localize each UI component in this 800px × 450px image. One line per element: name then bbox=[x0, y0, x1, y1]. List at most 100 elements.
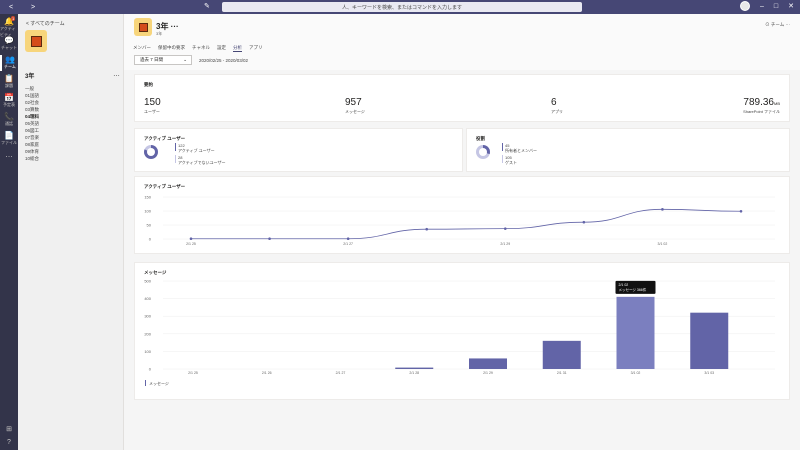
back-arrow-icon[interactable]: < bbox=[8, 3, 14, 11]
forward-arrow-icon[interactable]: > bbox=[30, 3, 36, 11]
legend-swatch bbox=[145, 380, 146, 386]
bell-icon: 🔔 bbox=[4, 17, 14, 26]
inactive-users-value: 28 bbox=[178, 155, 183, 160]
date-filter-dropdown[interactable]: 過去 7 日間 ⌄ bbox=[134, 55, 192, 65]
guests-value: 105 bbox=[505, 155, 512, 160]
bar[interactable] bbox=[542, 340, 581, 369]
tab-1[interactable]: 保留中の要求 bbox=[158, 45, 185, 50]
rail-item-bell[interactable]: 🔔 アクティビティ 1 bbox=[0, 16, 18, 37]
channel-item[interactable]: 09体育 bbox=[25, 149, 40, 154]
search-input[interactable]: 人、キーワードを検索、またはコマンドを入力します bbox=[222, 2, 582, 12]
channel-item[interactable]: 06図工 bbox=[25, 128, 40, 133]
channel-item[interactable]: 10総合 bbox=[25, 156, 40, 161]
apps-icon[interactable]: ⊞ bbox=[6, 426, 12, 433]
series-line bbox=[190, 208, 742, 240]
data-point[interactable] bbox=[189, 237, 193, 241]
minimize-icon[interactable]: – bbox=[759, 2, 764, 10]
team-header-logo bbox=[134, 18, 152, 36]
data-point[interactable] bbox=[268, 237, 271, 241]
page-title: 3年 ··· bbox=[156, 22, 179, 31]
stat-messages-label: メッセージ bbox=[345, 109, 365, 114]
calendar-icon: 📅 bbox=[4, 93, 14, 102]
rail-item-chat[interactable]: 💬 チャット bbox=[0, 36, 18, 52]
channel-item[interactable]: 03算数 bbox=[25, 107, 40, 112]
stat-files: 789.36MB SharePoint ファイル bbox=[743, 97, 780, 115]
roles-legend: 45 所有者とメンバー 105 ゲスト bbox=[502, 143, 537, 165]
channel-item[interactable]: 04理科 bbox=[25, 114, 40, 119]
tooltip-date: 2/1 02 bbox=[619, 283, 629, 287]
team-more-icon[interactable]: … bbox=[113, 71, 120, 78]
channel-item[interactable]: 05英語 bbox=[25, 121, 40, 126]
team-button[interactable]: ⊙ チーム ··· bbox=[765, 22, 790, 27]
maximize-icon[interactable]: □ bbox=[773, 2, 779, 10]
line-chart: 0 50 100 150 2/1 25 2/1 27 2/1 29 3/1 02 bbox=[144, 195, 775, 246]
owners-value: 45 bbox=[505, 143, 510, 148]
team-pane: < すべてのチーム 3年 … 一般 01国語 02社会 03算数 04理科 05英語 06図… bbox=[18, 14, 124, 450]
tab-3[interactable]: 設定 bbox=[216, 45, 226, 50]
calls-icon: 📞 bbox=[4, 112, 14, 121]
guests-label: ゲスト bbox=[505, 160, 517, 165]
data-point[interactable] bbox=[425, 227, 429, 231]
data-point[interactable] bbox=[582, 220, 586, 224]
channel-item[interactable]: 07音楽 bbox=[25, 135, 40, 140]
rail-item-calendar[interactable]: 📅 予定表 bbox=[0, 93, 18, 109]
bar[interactable] bbox=[395, 367, 434, 369]
rail-item-teams[interactable]: 👥 チーム bbox=[0, 55, 18, 71]
rail-item-calls[interactable]: 📞 通話 bbox=[0, 112, 18, 128]
tab-5[interactable]: アプリ bbox=[248, 45, 263, 50]
x-tick-label: 2/1 26 bbox=[262, 371, 272, 375]
data-point[interactable] bbox=[503, 227, 507, 230]
y-tick-label: 300 bbox=[144, 314, 151, 319]
rail-item-files[interactable]: 📄 ファイル bbox=[0, 131, 18, 147]
rail-item-assignment[interactable]: 📋 課題 bbox=[0, 74, 18, 90]
active-users-legend: 122 アクティブ ユーザー 28 アクティブでないユーザー bbox=[175, 143, 225, 165]
teams-icon: 👥 bbox=[5, 55, 15, 64]
summary-card: 要約 150 ユーザー 957 メッセージ 6 アプリ 789.36MB Sha… bbox=[134, 74, 790, 122]
stat-users-value: 150 bbox=[144, 97, 161, 108]
x-tick-label: 2/1 28 bbox=[409, 371, 419, 375]
rail-item-more[interactable]: … bbox=[0, 150, 18, 166]
data-point[interactable] bbox=[739, 209, 743, 213]
team-name[interactable]: 3年 bbox=[25, 74, 35, 80]
y-tick-label: 0 bbox=[149, 237, 152, 242]
bar[interactable] bbox=[616, 296, 655, 369]
avatar[interactable] bbox=[739, 1, 750, 11]
y-tick-label: 100 bbox=[144, 349, 151, 354]
channel-item[interactable]: 08家庭 bbox=[25, 142, 40, 147]
bar-chart: 0 100 200 300 400 500 2/1 25 2/1 26 2/1 27 2/1 28… bbox=[144, 279, 775, 386]
bar[interactable] bbox=[690, 312, 729, 369]
help-icon[interactable]: ? bbox=[7, 439, 11, 446]
stat-files-unit: MB bbox=[774, 101, 780, 106]
more-icon: … bbox=[5, 150, 13, 159]
tab-4[interactable]: 分析 bbox=[232, 45, 242, 52]
channel-item[interactable]: 一般 bbox=[25, 86, 34, 91]
tab-2[interactable]: チャネル bbox=[192, 45, 210, 50]
active-users-title: アクティブ ユーザー bbox=[144, 136, 186, 141]
channel-item[interactable]: 01国語 bbox=[25, 93, 40, 98]
main-content: 3年 ··· 3年 ⊙ チーム ··· メンバー 保留中の要求 チャネル 設定 分析 アプ… bbox=[124, 14, 800, 450]
channel-item[interactable]: 02社会 bbox=[25, 100, 40, 105]
chevron-down-icon: ⌄ bbox=[183, 57, 187, 62]
bar[interactable] bbox=[469, 358, 507, 369]
all-teams-link[interactable]: < すべてのチーム bbox=[26, 21, 65, 27]
tooltip bbox=[615, 280, 656, 294]
tab-0[interactable]: メンバー bbox=[133, 45, 151, 50]
active-users-value: 122 bbox=[178, 143, 185, 148]
stat-apps-label: アプリ bbox=[551, 109, 563, 114]
x-tick-label: 3/1 02 bbox=[631, 371, 641, 375]
x-tick-label: 2/1 29 bbox=[483, 371, 493, 375]
data-point[interactable] bbox=[346, 237, 350, 241]
inactive-users-label: アクティブでないユーザー bbox=[178, 160, 226, 165]
rail-item-label: アクティビティ bbox=[0, 26, 16, 37]
stat-files-value: 789.36 bbox=[743, 97, 774, 108]
active-users-label: アクティブ ユーザー bbox=[178, 148, 215, 153]
compose-icon[interactable]: ✎ bbox=[204, 3, 210, 10]
team-logo bbox=[25, 30, 47, 52]
legend-label[interactable]: メッセージ bbox=[149, 381, 169, 386]
tab-bar: メンバー 保留中の要求 チャネル 設定 分析 アプリ bbox=[133, 45, 262, 52]
stat-users-label: ユーザー bbox=[144, 109, 160, 114]
data-point[interactable] bbox=[661, 208, 664, 211]
rail-item-label: チーム bbox=[4, 64, 16, 69]
y-tick-label: 200 bbox=[144, 331, 151, 336]
close-icon[interactable]: ✕ bbox=[788, 3, 794, 10]
